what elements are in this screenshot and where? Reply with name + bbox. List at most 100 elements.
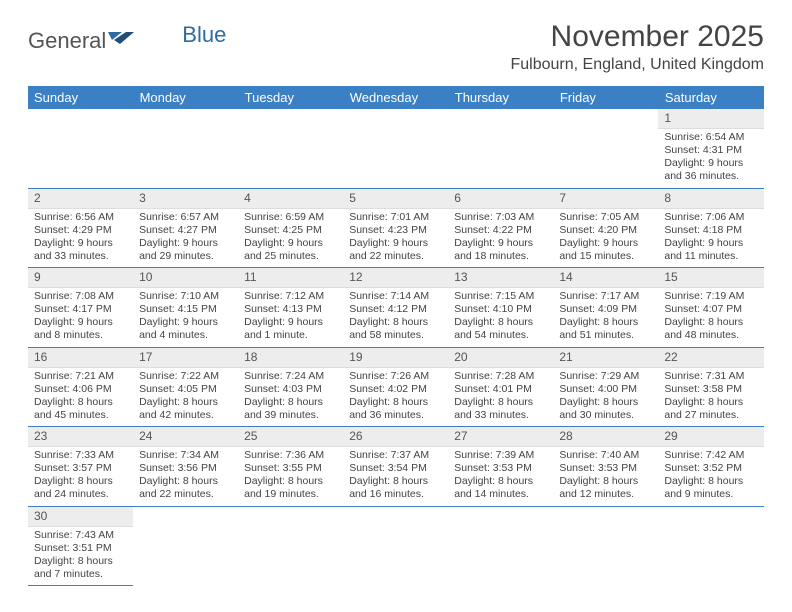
daylight-text: Daylight: 8 hours and 58 minutes. [349,316,442,342]
day-number: 12 [343,268,448,288]
day-content: Sunrise: 7:14 AMSunset: 4:12 PMDaylight:… [343,288,448,347]
logo-text-1: General [28,28,106,54]
sunrise-text: Sunrise: 7:24 AM [244,370,337,383]
sunrise-text: Sunrise: 7:12 AM [244,290,337,303]
day-content: Sunrise: 7:08 AMSunset: 4:17 PMDaylight:… [28,288,133,347]
day-number: 2 [28,189,133,209]
day-content: Sunrise: 6:56 AMSunset: 4:29 PMDaylight:… [28,209,133,268]
daylight-text: Daylight: 8 hours and 19 minutes. [244,475,337,501]
day-content: Sunrise: 7:03 AMSunset: 4:22 PMDaylight:… [448,209,553,268]
calendar-cell: 12Sunrise: 7:14 AMSunset: 4:12 PMDayligh… [343,268,448,348]
day-number: 20 [448,348,553,368]
day-content: Sunrise: 7:31 AMSunset: 3:58 PMDaylight:… [658,368,763,427]
calendar-cell [238,506,343,586]
sunset-text: Sunset: 4:03 PM [244,383,337,396]
daylight-text: Daylight: 9 hours and 29 minutes. [139,237,232,263]
sunset-text: Sunset: 4:15 PM [139,303,232,316]
sunrise-text: Sunrise: 7:33 AM [34,449,127,462]
sunset-text: Sunset: 4:05 PM [139,383,232,396]
daylight-text: Daylight: 8 hours and 12 minutes. [559,475,652,501]
calendar-cell: 4Sunrise: 6:59 AMSunset: 4:25 PMDaylight… [238,188,343,268]
daylight-text: Daylight: 8 hours and 16 minutes. [349,475,442,501]
day-number: 28 [553,427,658,447]
daylight-text: Daylight: 9 hours and 4 minutes. [139,316,232,342]
day-content: Sunrise: 7:05 AMSunset: 4:20 PMDaylight:… [553,209,658,268]
day-content: Sunrise: 7:10 AMSunset: 4:15 PMDaylight:… [133,288,238,347]
day-content: Sunrise: 7:12 AMSunset: 4:13 PMDaylight:… [238,288,343,347]
weekday-header: Saturday [658,86,763,109]
daylight-text: Daylight: 8 hours and 30 minutes. [559,396,652,422]
day-content: Sunrise: 7:36 AMSunset: 3:55 PMDaylight:… [238,447,343,506]
calendar-cell: 11Sunrise: 7:12 AMSunset: 4:13 PMDayligh… [238,268,343,348]
day-content: Sunrise: 7:01 AMSunset: 4:23 PMDaylight:… [343,209,448,268]
sunset-text: Sunset: 4:07 PM [664,303,757,316]
day-number: 16 [28,348,133,368]
day-content: Sunrise: 7:37 AMSunset: 3:54 PMDaylight:… [343,447,448,506]
calendar-cell [658,506,763,586]
sunset-text: Sunset: 3:51 PM [34,542,127,555]
calendar-cell: 25Sunrise: 7:36 AMSunset: 3:55 PMDayligh… [238,427,343,507]
sunrise-text: Sunrise: 7:26 AM [349,370,442,383]
sunrise-text: Sunrise: 7:37 AM [349,449,442,462]
title-block: November 2025 Fulbourn, England, United … [511,20,765,74]
calendar-cell [448,109,553,188]
sunrise-text: Sunrise: 7:39 AM [454,449,547,462]
sunrise-text: Sunrise: 6:56 AM [34,211,127,224]
calendar-cell [448,506,553,586]
day-content: Sunrise: 7:39 AMSunset: 3:53 PMDaylight:… [448,447,553,506]
sunrise-text: Sunrise: 6:59 AM [244,211,337,224]
sunrise-text: Sunrise: 7:01 AM [349,211,442,224]
day-content: Sunrise: 7:28 AMSunset: 4:01 PMDaylight:… [448,368,553,427]
daylight-text: Daylight: 8 hours and 45 minutes. [34,396,127,422]
sunrise-text: Sunrise: 7:08 AM [34,290,127,303]
daylight-text: Daylight: 8 hours and 51 minutes. [559,316,652,342]
day-content: Sunrise: 7:21 AMSunset: 4:06 PMDaylight:… [28,368,133,427]
daylight-text: Daylight: 9 hours and 15 minutes. [559,237,652,263]
month-title: November 2025 [511,20,765,54]
daylight-text: Daylight: 8 hours and 42 minutes. [139,396,232,422]
sunset-text: Sunset: 3:58 PM [664,383,757,396]
sunset-text: Sunset: 4:25 PM [244,224,337,237]
day-content: Sunrise: 7:43 AMSunset: 3:51 PMDaylight:… [28,527,133,586]
header: General Blue November 2025 Fulbourn, Eng… [28,20,764,74]
sunrise-text: Sunrise: 7:31 AM [664,370,757,383]
day-content: Sunrise: 7:24 AMSunset: 4:03 PMDaylight:… [238,368,343,427]
calendar-cell: 21Sunrise: 7:29 AMSunset: 4:00 PMDayligh… [553,347,658,427]
sunrise-text: Sunrise: 7:43 AM [34,529,127,542]
calendar-cell: 3Sunrise: 6:57 AMSunset: 4:27 PMDaylight… [133,188,238,268]
daylight-text: Daylight: 9 hours and 1 minute. [244,316,337,342]
day-content: Sunrise: 7:22 AMSunset: 4:05 PMDaylight:… [133,368,238,427]
sunrise-text: Sunrise: 7:21 AM [34,370,127,383]
calendar-cell: 14Sunrise: 7:17 AMSunset: 4:09 PMDayligh… [553,268,658,348]
sunrise-text: Sunrise: 7:40 AM [559,449,652,462]
sunrise-text: Sunrise: 7:10 AM [139,290,232,303]
calendar-week-row: 16Sunrise: 7:21 AMSunset: 4:06 PMDayligh… [28,347,764,427]
day-number: 27 [448,427,553,447]
weekday-header: Wednesday [343,86,448,109]
calendar-cell [133,109,238,188]
calendar-cell: 7Sunrise: 7:05 AMSunset: 4:20 PMDaylight… [553,188,658,268]
calendar-cell: 10Sunrise: 7:10 AMSunset: 4:15 PMDayligh… [133,268,238,348]
calendar-cell: 8Sunrise: 7:06 AMSunset: 4:18 PMDaylight… [658,188,763,268]
calendar-cell: 19Sunrise: 7:26 AMSunset: 4:02 PMDayligh… [343,347,448,427]
daylight-text: Daylight: 9 hours and 8 minutes. [34,316,127,342]
daylight-text: Daylight: 8 hours and 27 minutes. [664,396,757,422]
day-number: 25 [238,427,343,447]
day-number: 26 [343,427,448,447]
calendar-cell: 6Sunrise: 7:03 AMSunset: 4:22 PMDaylight… [448,188,553,268]
weekday-header: Friday [553,86,658,109]
daylight-text: Daylight: 9 hours and 22 minutes. [349,237,442,263]
sunset-text: Sunset: 4:06 PM [34,383,127,396]
calendar-cell [553,109,658,188]
calendar-cell [28,109,133,188]
daylight-text: Daylight: 8 hours and 14 minutes. [454,475,547,501]
daylight-text: Daylight: 8 hours and 39 minutes. [244,396,337,422]
day-content: Sunrise: 7:15 AMSunset: 4:10 PMDaylight:… [448,288,553,347]
day-number: 21 [553,348,658,368]
sunset-text: Sunset: 4:01 PM [454,383,547,396]
daylight-text: Daylight: 8 hours and 36 minutes. [349,396,442,422]
logo: General Blue [28,28,226,54]
sunrise-text: Sunrise: 7:28 AM [454,370,547,383]
day-content: Sunrise: 6:57 AMSunset: 4:27 PMDaylight:… [133,209,238,268]
day-number: 19 [343,348,448,368]
